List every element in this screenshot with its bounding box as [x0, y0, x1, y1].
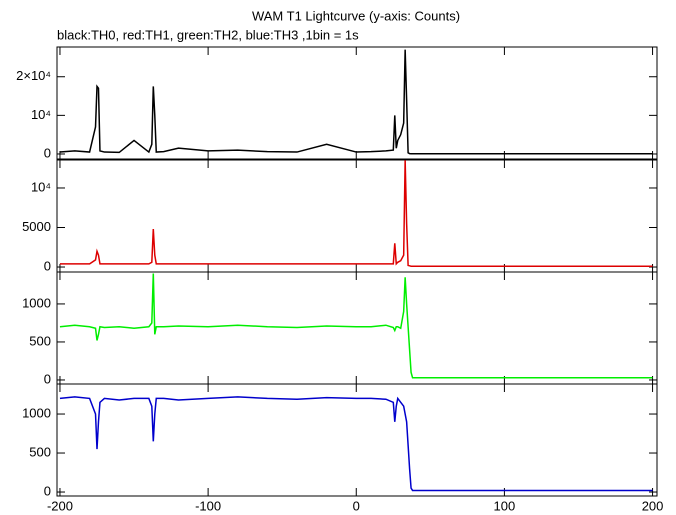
lightcurve-line: [59, 49, 653, 155]
lightcurve-line: [59, 396, 653, 492]
x-tick-label: 0: [353, 498, 360, 513]
chart-title: WAM T1 Lightcurve (y-axis: Counts): [252, 8, 460, 23]
x-tick-label: 100: [494, 498, 516, 513]
lightcurve-line: [59, 160, 653, 267]
y-tick-label: 500: [29, 444, 51, 459]
y-tick-label: 0: [44, 483, 51, 498]
chart-subtitle: black:TH0, red:TH1, green:TH2, blue:TH3 …: [57, 27, 359, 42]
x-tick-label: -100: [195, 498, 221, 513]
y-tick-label: 0: [44, 145, 51, 160]
panel-frame: [56, 271, 658, 385]
panel-frame: [56, 159, 658, 273]
y-tick-label: 10⁴: [31, 107, 51, 122]
y-tick-label: 500: [29, 333, 51, 348]
y-tick-label: 1000: [22, 405, 51, 420]
x-tick-label: 200: [642, 498, 664, 513]
y-tick-label: 1000: [22, 295, 51, 310]
x-tick-label: -200: [47, 498, 73, 513]
y-tick-label: 0: [44, 258, 51, 273]
y-tick-label: 10⁴: [31, 179, 51, 194]
y-tick-label: 0: [44, 371, 51, 386]
panel-frame: [56, 383, 658, 497]
y-tick-label: 5000: [22, 219, 51, 234]
panel-frame: [56, 46, 658, 160]
lightcurve-line: [59, 273, 653, 379]
y-tick-label: 2×10⁴: [16, 68, 51, 83]
